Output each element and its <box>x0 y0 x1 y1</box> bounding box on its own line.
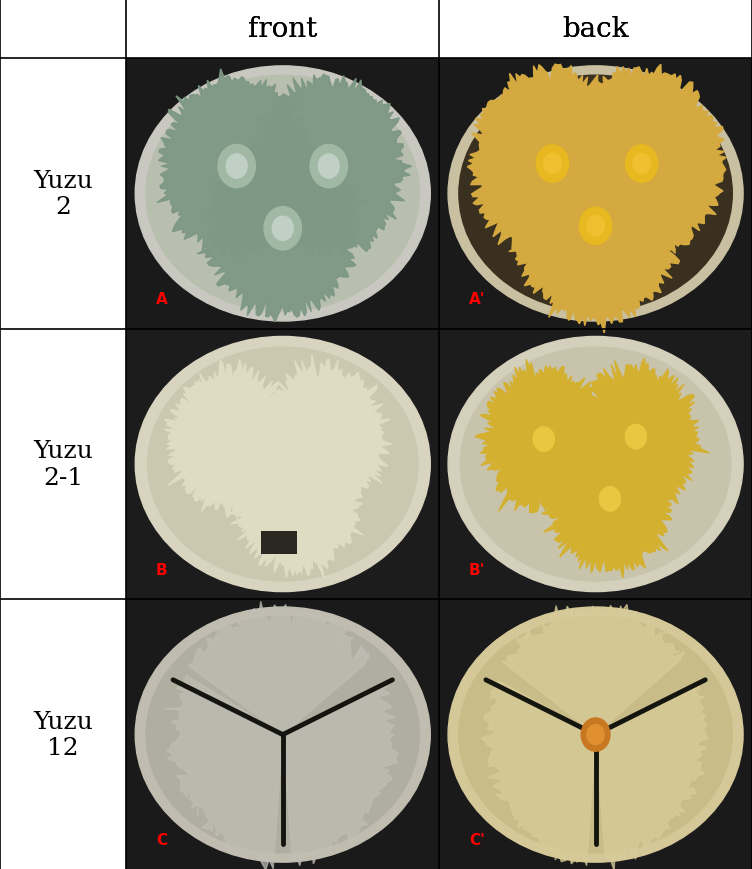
Ellipse shape <box>318 155 339 179</box>
Text: Yuzu
2: Yuzu 2 <box>33 169 93 219</box>
Bar <box>0 59 126 329</box>
Polygon shape <box>551 65 726 271</box>
Bar <box>125 57 441 331</box>
Ellipse shape <box>580 208 611 245</box>
Text: B': B' <box>469 562 485 577</box>
Text: back: back <box>562 16 629 43</box>
Bar <box>126 59 439 329</box>
Text: Yuzu
12: Yuzu 12 <box>33 710 93 760</box>
Polygon shape <box>247 75 411 258</box>
Circle shape <box>581 718 610 752</box>
Bar <box>439 329 752 600</box>
Ellipse shape <box>460 348 731 581</box>
Ellipse shape <box>448 67 743 322</box>
Bar <box>439 600 752 869</box>
Polygon shape <box>467 65 636 265</box>
Polygon shape <box>157 70 317 261</box>
Polygon shape <box>475 360 614 518</box>
Ellipse shape <box>626 425 647 449</box>
Ellipse shape <box>272 217 293 241</box>
Bar <box>125 598 441 869</box>
Ellipse shape <box>146 76 420 312</box>
Polygon shape <box>481 681 596 866</box>
Ellipse shape <box>544 154 561 175</box>
Bar <box>261 532 297 554</box>
Ellipse shape <box>147 348 418 581</box>
Polygon shape <box>502 605 684 734</box>
Text: front: front <box>248 16 317 43</box>
Text: C': C' <box>469 833 485 847</box>
Text: A': A' <box>469 292 486 307</box>
Text: C: C <box>156 833 167 847</box>
Polygon shape <box>250 355 392 514</box>
Ellipse shape <box>135 67 430 322</box>
Ellipse shape <box>632 154 650 175</box>
Bar <box>438 57 752 331</box>
Ellipse shape <box>226 155 247 179</box>
Polygon shape <box>541 424 678 578</box>
Bar <box>0 600 126 869</box>
Text: A: A <box>156 292 168 307</box>
Polygon shape <box>596 684 708 869</box>
Ellipse shape <box>626 146 658 183</box>
Bar <box>126 329 439 600</box>
Polygon shape <box>283 686 399 866</box>
Bar <box>126 600 439 869</box>
Polygon shape <box>163 675 283 869</box>
Text: Yuzu
2-1: Yuzu 2-1 <box>33 440 93 489</box>
Circle shape <box>587 725 604 745</box>
Polygon shape <box>229 422 364 579</box>
Ellipse shape <box>218 145 256 189</box>
Bar <box>125 328 441 601</box>
Ellipse shape <box>448 337 743 592</box>
Ellipse shape <box>599 487 620 512</box>
Bar <box>439 59 752 329</box>
Bar <box>0 0 752 59</box>
Text: front: front <box>248 16 317 43</box>
Ellipse shape <box>448 607 743 862</box>
Ellipse shape <box>310 145 347 189</box>
Ellipse shape <box>587 216 605 236</box>
Text: back: back <box>562 16 629 43</box>
Bar <box>0 329 126 600</box>
Bar <box>438 598 752 869</box>
Ellipse shape <box>536 146 569 183</box>
Text: B: B <box>156 562 168 577</box>
Ellipse shape <box>146 617 420 852</box>
Ellipse shape <box>459 76 732 312</box>
Polygon shape <box>509 126 681 334</box>
Polygon shape <box>188 601 370 734</box>
Ellipse shape <box>135 337 430 592</box>
Polygon shape <box>570 359 709 513</box>
Ellipse shape <box>533 428 554 452</box>
Ellipse shape <box>459 617 732 852</box>
Ellipse shape <box>135 607 430 862</box>
Bar <box>438 328 752 601</box>
Polygon shape <box>197 131 367 322</box>
Ellipse shape <box>264 208 302 250</box>
Polygon shape <box>165 360 299 520</box>
